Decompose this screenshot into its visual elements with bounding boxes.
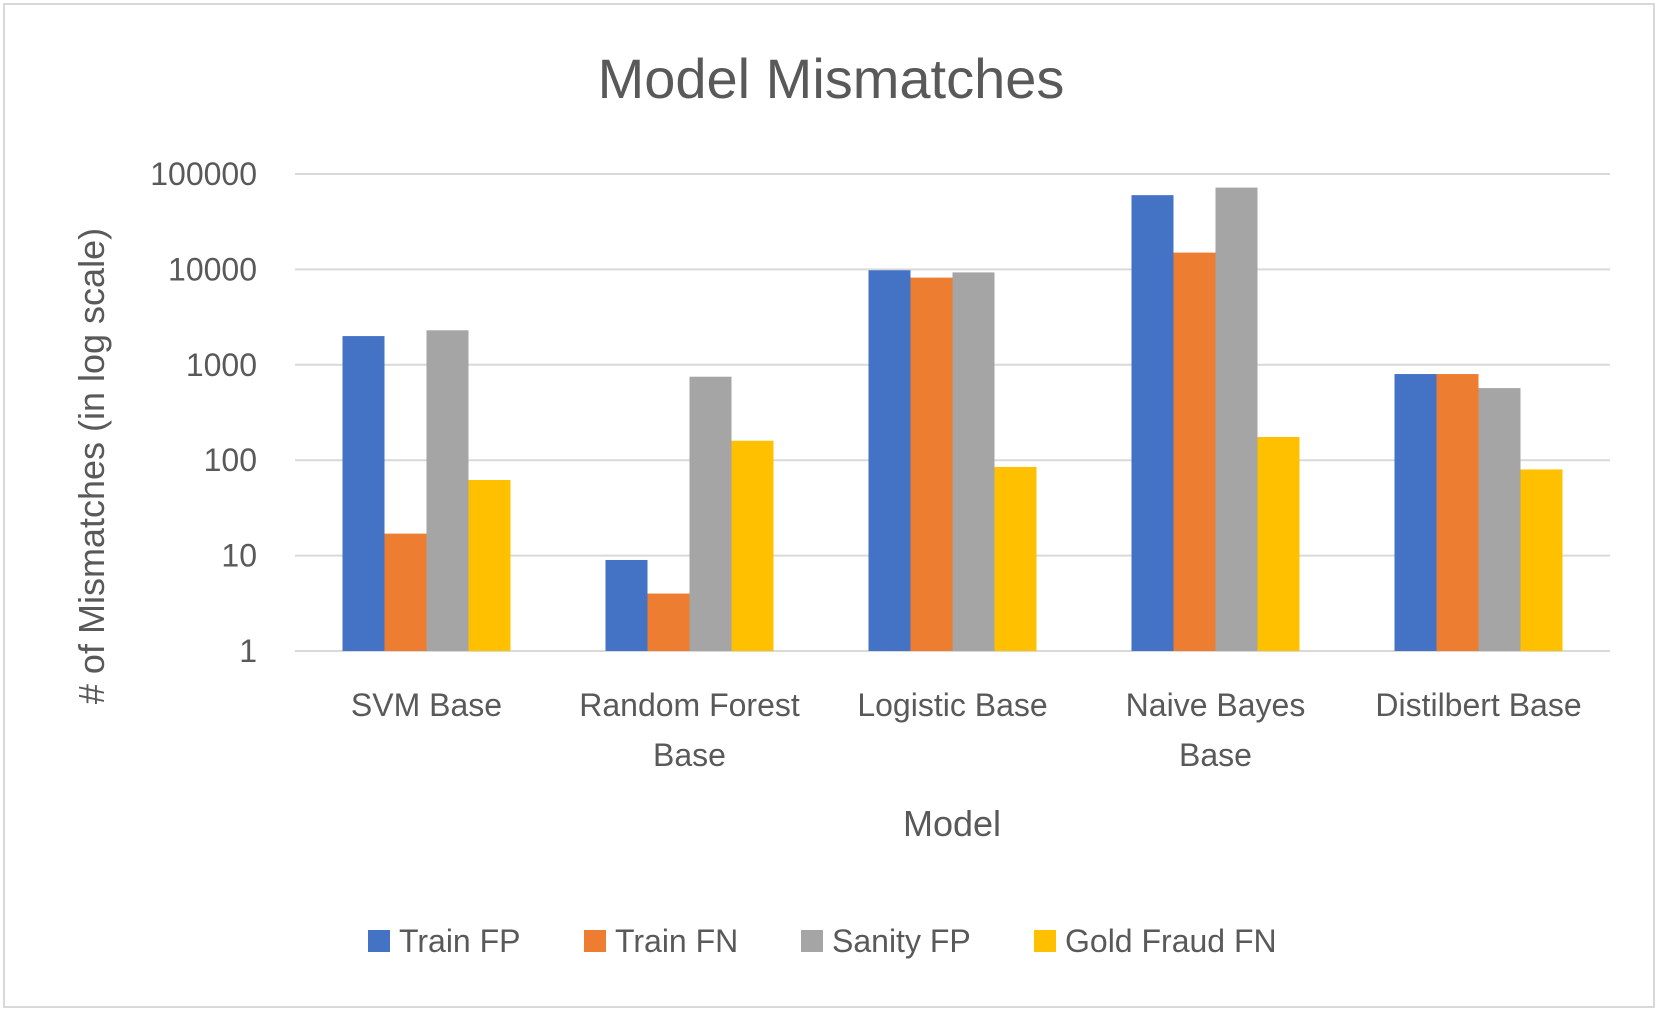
- legend-label: Train FP: [399, 923, 521, 959]
- y-tick-label: 1000: [186, 347, 257, 383]
- legend-label: Sanity FP: [832, 923, 971, 959]
- x-tick-label: Distilbert Base: [1375, 687, 1581, 723]
- legend-swatch: [1034, 930, 1056, 952]
- x-axis-title: Model: [903, 803, 1001, 844]
- legend-swatch: [801, 930, 823, 952]
- y-tick-label: 100: [204, 442, 257, 478]
- bar: [605, 559, 648, 651]
- bar: [1257, 437, 1300, 651]
- x-tick-label: Logistic Base: [857, 687, 1047, 723]
- gridlines: [295, 173, 1610, 652]
- bar: [1436, 374, 1479, 651]
- chart-frame: [3, 3, 1655, 1008]
- x-tick-label: SVM Base: [351, 687, 502, 723]
- bar: [647, 593, 690, 651]
- y-tick-label: 10000: [168, 251, 257, 287]
- x-tick-label: Naive Bayes: [1126, 687, 1306, 723]
- bar: [910, 277, 953, 651]
- y-tick-label: 10: [221, 538, 257, 574]
- bar: [426, 330, 469, 651]
- bar: [1215, 187, 1258, 651]
- y-axis-title: # of Mismatches (in log scale): [71, 228, 112, 704]
- x-tick-label: Base: [1179, 737, 1252, 773]
- bar: [1520, 469, 1563, 651]
- legend-label: Train FN: [615, 923, 738, 959]
- bar: [868, 270, 911, 651]
- legend-label: Gold Fraud FN: [1065, 923, 1277, 959]
- bar: [384, 533, 427, 651]
- x-tick-label: Base: [653, 737, 726, 773]
- chart-title: Model Mismatches: [598, 47, 1065, 110]
- y-axis-ticks: 1 10 100 1000 10000 100000: [150, 156, 257, 669]
- bar: [342, 336, 385, 651]
- x-tick-label: Random Forest: [579, 687, 800, 723]
- y-tick-label: 1: [239, 633, 257, 669]
- bar: [468, 480, 511, 651]
- bar: [994, 466, 1037, 651]
- legend-swatch: [584, 930, 606, 952]
- bar: [952, 272, 995, 651]
- bar: [1394, 374, 1437, 651]
- bar: [689, 376, 732, 651]
- bar: [1173, 252, 1216, 651]
- bar: [1478, 388, 1521, 651]
- bar: [731, 440, 774, 651]
- bar: [1131, 195, 1174, 651]
- y-tick-label: 100000: [150, 156, 257, 192]
- legend: Train FP Train FN Sanity FP Gold Fraud FN: [368, 923, 1277, 959]
- bars: [342, 187, 1563, 651]
- x-axis-ticks: SVM Base Random Forest Base Logistic Base Na…: [351, 687, 1582, 773]
- legend-swatch: [368, 930, 390, 952]
